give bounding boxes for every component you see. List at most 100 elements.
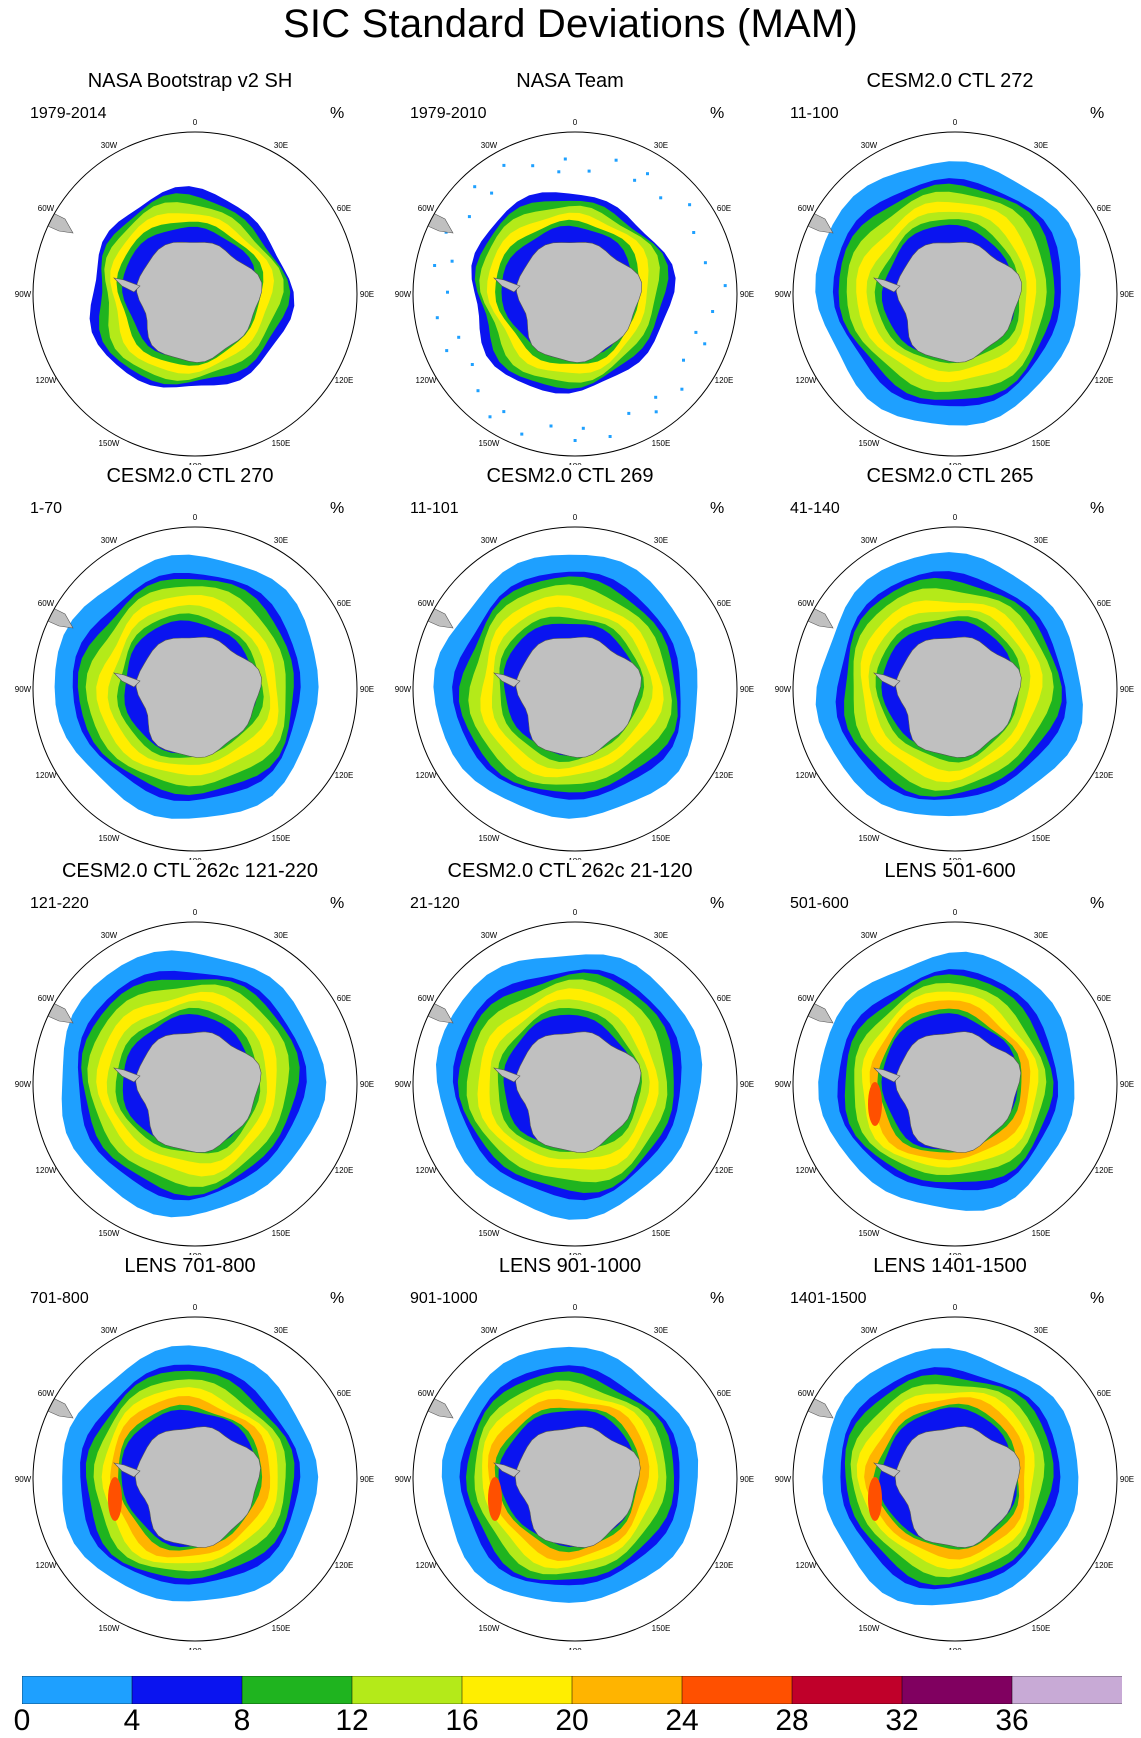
longitude-label: 0: [953, 513, 958, 522]
sic-speckle: [433, 264, 437, 267]
panel-period: 1401-1500: [790, 1290, 867, 1307]
longitude-label: 60E: [1097, 599, 1111, 608]
longitude-label: 30W: [481, 1326, 498, 1335]
longitude-label: 120E: [715, 376, 734, 385]
longitude-label: 60W: [798, 599, 815, 608]
panel-title: NASA Bootstrap v2 SH: [87, 70, 293, 92]
polar-map: 0 30E 60E 90E 120E 150E 180 150W 120W 90W 60W 30W: [775, 118, 1134, 465]
colorbar-swatch: [1011, 1676, 1122, 1704]
longitude-label: 30W: [481, 536, 498, 545]
longitude-label: 120W: [36, 376, 57, 385]
panel-period: 1-70: [30, 500, 63, 517]
panel-period: 1979-2010: [410, 105, 487, 122]
sic-speckle: [654, 395, 658, 399]
longitude-label: 30W: [481, 141, 498, 150]
longitude-label: 30E: [1034, 931, 1048, 940]
panel-period: 11-100: [790, 105, 839, 122]
colorbar-tick-label: 24: [665, 1704, 699, 1737]
longitude-label: 90E: [360, 290, 374, 299]
polar-map: 0 30E 60E 90E 120E 150E 180 150W 120W 90W 60W 30W: [775, 1303, 1134, 1650]
antarctica-landmass: [515, 636, 642, 758]
longitude-label: 0: [573, 1303, 578, 1312]
longitude-label: 150W: [99, 439, 120, 448]
map-boundary: [32, 1316, 358, 1642]
sic-speckle: [435, 316, 439, 320]
map-boundary: [412, 921, 738, 1247]
longitude-label: 60W: [418, 599, 435, 608]
sic-speckle: [614, 158, 618, 162]
panel-period: 1979-2014: [30, 105, 107, 122]
sic-speckle: [457, 335, 461, 339]
panel-title: CESM2.0 CTL 265: [866, 465, 1034, 487]
longitude-label: 120E: [335, 1166, 354, 1175]
longitude-label: 30E: [654, 141, 668, 150]
sic-field: [40, 554, 319, 819]
longitude-label: 90E: [1120, 290, 1134, 299]
longitude-label: 150E: [272, 1624, 291, 1633]
sic-speckle: [502, 410, 506, 414]
longitude-label: 120W: [416, 376, 437, 385]
colorbar-swatch: [461, 1676, 573, 1704]
longitude-label: 30W: [861, 931, 878, 940]
longitude-label: 60W: [38, 994, 55, 1003]
antarctica-landmass: [135, 1031, 262, 1153]
longitude-label: 30E: [274, 536, 288, 545]
map-panel: LENS 701-800 701-800% 0 30E 60E 90E 120E 150E 18…: [0, 1255, 380, 1650]
colorbar-tick-label: 36: [995, 1704, 1029, 1737]
longitude-label: 150W: [479, 1624, 500, 1633]
sic-speckle: [680, 387, 684, 391]
longitude-label: 120W: [416, 1166, 437, 1175]
antarctic-peninsula: [493, 1067, 521, 1083]
sic-field: [800, 161, 1081, 426]
longitude-label: 90E: [740, 290, 754, 299]
map-boundary: [32, 526, 358, 852]
panel-period: 701-800: [30, 1290, 89, 1307]
colorbar-tick-label: 20: [555, 1704, 589, 1737]
longitude-label: 30E: [1034, 1326, 1048, 1335]
longitude-label: 30W: [861, 141, 878, 150]
longitude-label: 90E: [1120, 1080, 1134, 1089]
sic-field: [40, 1345, 319, 1602]
panel-period: 21-120: [410, 895, 460, 912]
polar-map: 0 30E 60E 90E 120E 150E 180 150W 120W 90W 60W 30W: [395, 1303, 754, 1650]
panel-period: 501-600: [790, 895, 849, 912]
sic-field: [420, 1346, 699, 1603]
longitude-label: 120W: [796, 376, 817, 385]
longitude-label: 0: [193, 513, 198, 522]
longitude-label: 180: [188, 1252, 202, 1255]
antarctic-peninsula: [873, 277, 901, 293]
longitude-label: 60E: [1097, 994, 1111, 1003]
longitude-label: 60E: [1097, 204, 1111, 213]
longitude-label: 90E: [740, 1080, 754, 1089]
sic-field: [800, 951, 1075, 1211]
longitude-label: 120W: [416, 1561, 437, 1570]
antarctica-landmass: [894, 1426, 1021, 1548]
longitude-label: 30W: [861, 1326, 878, 1335]
longitude-label: 150E: [272, 834, 291, 843]
longitude-label: 150W: [859, 1229, 880, 1238]
longitude-label: 90W: [395, 685, 412, 694]
sic-speckle: [531, 164, 535, 168]
sic-speckle: [627, 411, 631, 415]
longitude-label: 60W: [38, 204, 55, 213]
longitude-label: 30E: [274, 931, 288, 940]
panel-unit: %: [330, 500, 345, 517]
longitude-label: 60W: [798, 994, 815, 1003]
polar-map: 0 30E 60E 90E 120E 150E 180 150W 120W 90W 60W 30W: [395, 513, 754, 860]
antarctic-peninsula: [873, 1462, 901, 1478]
panel-title: CESM2.0 CTL 270: [106, 465, 274, 487]
panel-period: 121-220: [30, 895, 89, 912]
panel-unit: %: [1090, 1290, 1105, 1307]
longitude-label: 180: [188, 1647, 202, 1650]
antarctic-peninsula: [113, 277, 141, 293]
antarctic-peninsula: [493, 277, 521, 293]
map-panel: CESM2.0 CTL 262c 21-120 21-120% 0 30E 60E 90E…: [380, 860, 760, 1255]
antarctic-peninsula: [113, 672, 141, 688]
longitude-label: 180: [948, 857, 962, 860]
panel-title: CESM2.0 CTL 269: [486, 465, 654, 487]
antarctica-landmass: [515, 1031, 642, 1153]
panel-title: LENS 1401-1500: [873, 1255, 1027, 1277]
longitude-label: 90W: [775, 1475, 792, 1484]
longitude-label: 150E: [652, 439, 671, 448]
